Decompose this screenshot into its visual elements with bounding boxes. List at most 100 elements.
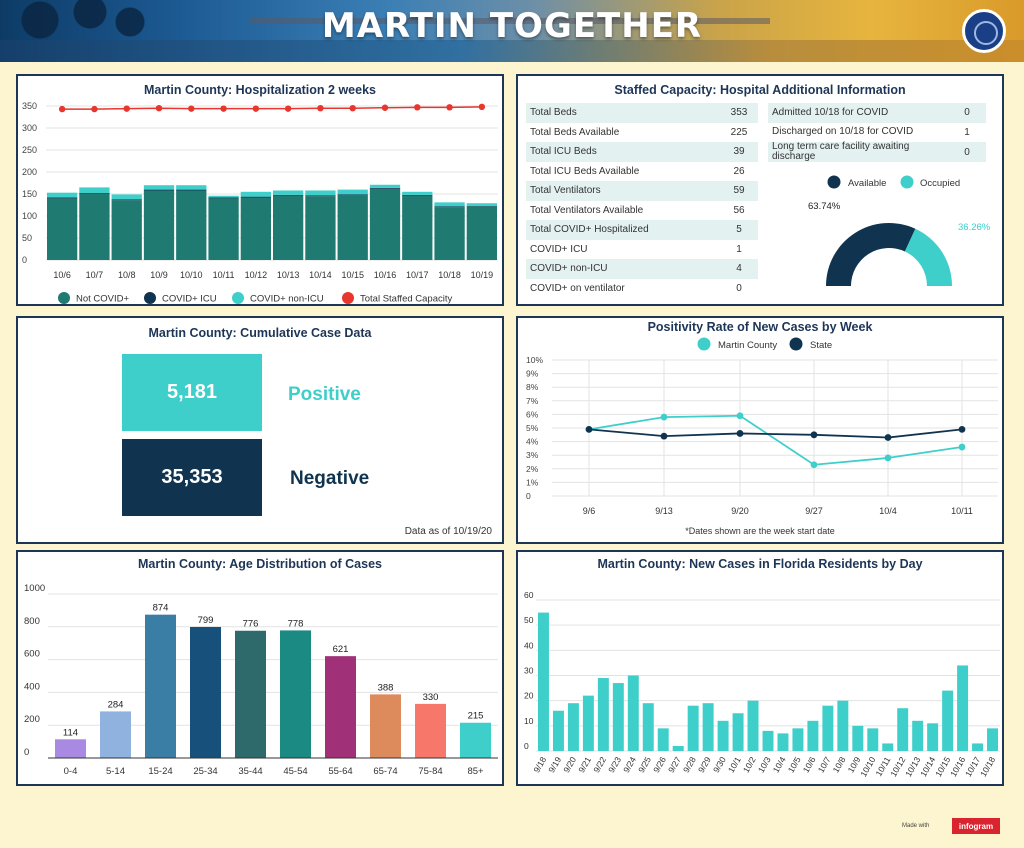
capacity-row-value: 1 <box>964 126 970 138</box>
capacity-point <box>58 105 66 113</box>
x-tick-label: 9/25 <box>636 755 653 775</box>
x-tick-label: 10/10 <box>180 270 203 280</box>
capacity-row-label: COVID+ on ventilator <box>530 282 625 294</box>
x-tick-label: 10/7 <box>86 270 104 280</box>
bar-not-covid- <box>111 200 142 260</box>
age-bar <box>460 722 491 758</box>
legend-swatch <box>144 292 156 304</box>
x-tick-label: 65-74 <box>373 766 397 777</box>
daily-bar <box>627 675 639 751</box>
daily-bar <box>552 710 564 751</box>
capacity-point <box>317 105 324 112</box>
daily-bar <box>672 745 684 751</box>
daily-bar <box>732 713 744 751</box>
legend-swatch <box>342 292 354 304</box>
x-tick-label: 10/2 <box>741 755 758 775</box>
infogram-brand: infogram <box>958 821 994 831</box>
bar-covid-icu <box>47 197 78 199</box>
y-tick-label: 250 <box>22 145 37 155</box>
bar-not-covid- <box>305 196 336 260</box>
daily-bar <box>582 695 594 751</box>
bar-covid-non-icu <box>79 187 110 194</box>
x-tick-label: 10/18 <box>438 270 461 280</box>
capacity-row-label: Discharged on 10/18 for COVID <box>772 126 914 138</box>
capacity-row-label: Total COVID+ Hospitalized <box>526 220 720 240</box>
capacity-row-value: 0 <box>948 142 986 162</box>
x-tick-label: 9/29 <box>696 755 713 775</box>
bar-covid-non-icu <box>240 191 271 197</box>
capacity-row-value: 353 <box>720 103 758 123</box>
x-tick-label: 9/28 <box>681 755 698 775</box>
bar-covid-non-icu <box>305 190 336 196</box>
bar-covid-icu <box>273 194 304 196</box>
legend-swatch <box>697 337 711 351</box>
capacity-row-value: 4 <box>720 259 758 279</box>
legend-label: State <box>810 340 832 351</box>
y-tick-label: 1% <box>526 477 539 487</box>
y-tick-label: 20 <box>524 691 534 701</box>
capacity-row-value: 59 <box>720 181 758 201</box>
age-bar <box>235 630 266 758</box>
x-tick-label: 15-24 <box>148 766 172 777</box>
bar-not-covid- <box>337 195 368 260</box>
age-title: Martin County: Age Distribution of Cases <box>138 557 382 571</box>
bar-covid-non-icu <box>176 185 207 190</box>
legend-label: Occupied <box>920 178 960 189</box>
age-bar <box>415 703 446 758</box>
x-tick-label: 10/19 <box>471 270 494 280</box>
capacity-point <box>284 105 292 112</box>
capacity-row-value: 26 <box>733 165 745 177</box>
x-tick-label: 10/5 <box>786 755 803 775</box>
x-tick-label: 10/11 <box>951 506 973 516</box>
negative-label: Negative <box>290 468 370 489</box>
data-label: 284 <box>108 699 124 710</box>
capacity-point <box>414 104 421 111</box>
y-tick-label: 0 <box>526 491 531 501</box>
cumulative-title: Martin County: Cumulative Case Data <box>148 326 372 340</box>
header-banner: MARTIN TOGETHER <box>0 0 1024 62</box>
y-tick-label: 60 <box>524 590 534 600</box>
daily-panel: Martin County: New Cases in Florida Resi… <box>516 550 1004 786</box>
capacity-point <box>220 105 227 112</box>
y-tick-label: 10% <box>526 355 543 365</box>
series-point <box>958 425 966 433</box>
capacity-point <box>446 104 453 111</box>
x-tick-label: 9/27 <box>666 755 683 775</box>
capacity-point <box>349 105 356 112</box>
legend-swatch <box>900 175 914 189</box>
bar-covid-icu <box>176 189 207 191</box>
capacity-row: Total ICU Beds Available 26 <box>526 162 758 182</box>
legend-label: COVID+ non-ICU <box>250 294 324 305</box>
data-label: 114 <box>63 727 78 738</box>
pier-graphic <box>250 18 770 24</box>
x-tick-label: 10/3 <box>756 755 773 775</box>
daily-bar <box>882 743 894 751</box>
bar-covid-icu <box>240 196 271 198</box>
y-tick-label: 2% <box>526 464 539 474</box>
y-tick-label: 400 <box>24 681 40 692</box>
capacity-row-label: Total Ventilators Available <box>530 204 644 216</box>
capacity-row-value: 225 <box>730 126 748 138</box>
x-tick-label: 10/12 <box>245 270 268 280</box>
capacity-row: Admitted 10/18 for COVID 0 <box>768 103 986 123</box>
week-start-note: *Dates shown are the week start date <box>685 526 835 536</box>
capacity-row-label: COVID+ ICU <box>530 243 588 255</box>
x-tick-label: 25-34 <box>193 766 217 777</box>
x-tick-label: 9/23 <box>606 755 623 775</box>
x-tick-label: 9/13 <box>655 506 673 516</box>
x-tick-label: 45-54 <box>283 766 307 777</box>
bar-not-covid- <box>466 206 497 260</box>
infogram-logo[interactable]: infogram <box>952 818 1000 834</box>
data-as-of-note: Data as of 10/19/20 <box>404 526 492 537</box>
x-tick-label: 9/26 <box>651 755 668 775</box>
capacity-row-value: 0 <box>948 103 986 123</box>
x-tick-label: 10/4 <box>879 506 897 516</box>
y-tick-label: 7% <box>526 396 539 406</box>
y-tick-label: 600 <box>24 649 40 660</box>
page-title: MARTIN TOGETHER <box>321 6 703 46</box>
capacity-row-value: 56 <box>733 204 745 216</box>
bed-occupancy-gauge: 63.74% 36.26% Available Occupied <box>808 175 991 286</box>
daily-bar <box>837 700 849 751</box>
bar-not-covid- <box>273 195 304 260</box>
data-label: 215 <box>468 711 484 722</box>
